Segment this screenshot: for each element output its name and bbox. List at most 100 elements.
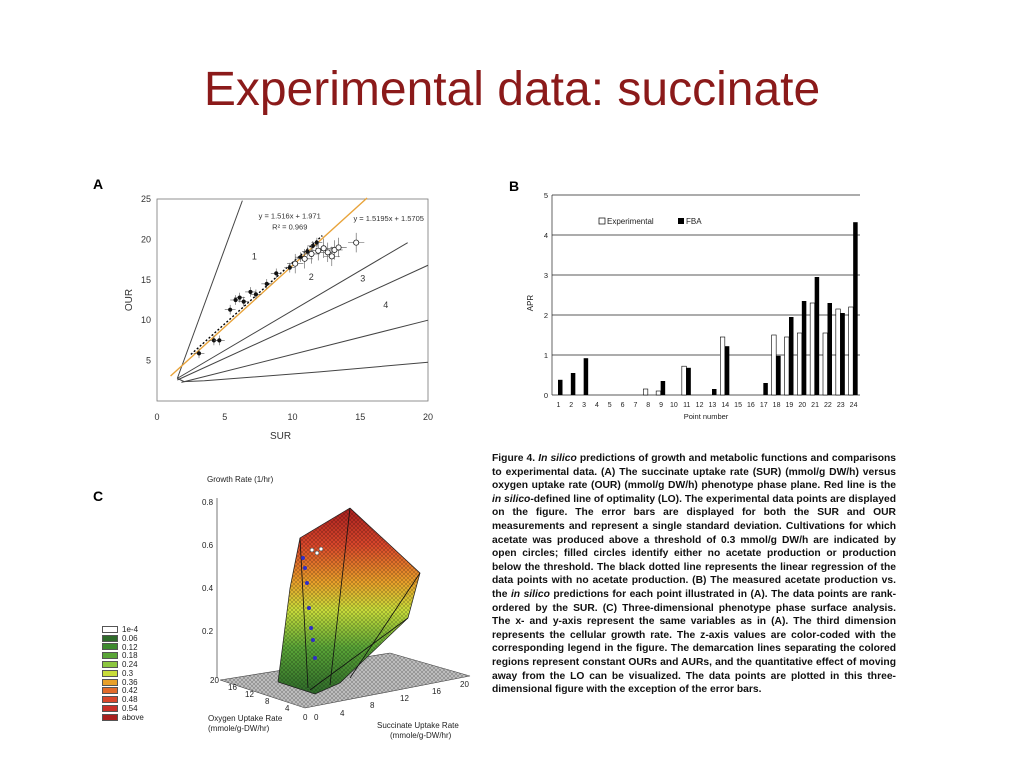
x-tick-label: 16 xyxy=(747,402,755,409)
demarcation-line xyxy=(177,264,429,381)
bar-fba xyxy=(712,389,717,395)
legend-label: 0.42 xyxy=(122,686,138,696)
legend-row: 0.24 xyxy=(102,660,144,669)
bar-fba xyxy=(686,367,691,395)
demarcation-line xyxy=(329,507,351,686)
z-tick-1: 0.6 xyxy=(202,541,214,550)
legend-row: 1e-4 xyxy=(102,625,144,634)
y-tick-label: 25 xyxy=(141,194,151,204)
x-tick-label: 20 xyxy=(423,412,433,422)
bar-experimental xyxy=(848,306,854,396)
x-tick-label: 19 xyxy=(786,402,794,409)
open-data-point xyxy=(320,245,327,252)
x-tick-label: 12 xyxy=(696,402,704,409)
legend-row: 0.48 xyxy=(102,695,144,704)
x-tick-label: 5 xyxy=(608,402,612,409)
oxygen-tick-4: 4 xyxy=(285,704,290,713)
legend-swatch xyxy=(102,661,118,669)
data-point xyxy=(309,626,313,630)
x-tick-label: 23 xyxy=(837,402,845,409)
legend-swatch xyxy=(102,634,118,642)
y-tick-label: 4 xyxy=(544,231,548,240)
x-tick-label: 15 xyxy=(355,412,365,422)
legend-label-experimental: Experimental xyxy=(607,217,654,226)
oxygen-tick-1: 16 xyxy=(228,683,237,692)
legend-swatch xyxy=(102,652,118,660)
legend-swatch xyxy=(102,713,118,721)
open-data-point xyxy=(353,239,360,246)
filled-data-point xyxy=(314,240,319,245)
y-tick-label: 1 xyxy=(544,351,548,360)
caption-in-silico: In silico xyxy=(538,453,577,464)
legend-label: 0.18 xyxy=(122,651,138,661)
legend-swatch xyxy=(102,643,118,651)
x-tick-label: 8 xyxy=(646,402,650,409)
filled-data-point xyxy=(310,243,315,248)
bar-experimental xyxy=(771,334,777,396)
succinate-tick-0: 0 xyxy=(314,713,319,722)
x-tick-label: 10 xyxy=(287,412,297,422)
filled-data-point xyxy=(287,265,292,270)
y-axis-label: OUR xyxy=(124,289,135,311)
x-tick-label: 2 xyxy=(569,402,573,409)
slide-title: Experimental data: succinate xyxy=(203,63,821,116)
filled-data-point xyxy=(305,249,310,254)
panel-c-label: C xyxy=(93,488,104,504)
succinate-tick-4: 16 xyxy=(432,687,441,696)
legend-label: 0.48 xyxy=(122,695,138,705)
bar-fba xyxy=(570,373,576,395)
y-tick-label: 15 xyxy=(141,275,151,285)
filled-data-point xyxy=(274,271,279,276)
bar-experimental xyxy=(655,390,661,396)
caption-in-silico-2: in silico xyxy=(492,493,531,505)
y-tick-label: 3 xyxy=(544,271,548,280)
legend-row: 0.36 xyxy=(102,678,144,687)
data-point-open xyxy=(309,547,315,553)
legend-row: above xyxy=(102,713,144,722)
demarcation-line xyxy=(309,617,409,691)
x-tick-label: 6 xyxy=(621,402,625,409)
bar-experimental xyxy=(809,302,815,396)
y-tick-label: 10 xyxy=(141,315,151,325)
data-point xyxy=(311,638,315,642)
bar-experimental xyxy=(681,365,687,396)
plot-area xyxy=(156,198,429,402)
filled-data-point xyxy=(253,292,259,297)
succinate-tick-5: 20 xyxy=(460,680,469,689)
x-tick-label: 3 xyxy=(582,402,586,409)
bar-fba xyxy=(583,358,589,395)
y-tick-label: 0 xyxy=(544,391,548,400)
bar-fba xyxy=(763,383,768,395)
oxygen-axis-label: Oxygen Uptake Rate xyxy=(208,714,283,723)
open-data-point xyxy=(328,253,335,260)
filled-data-point xyxy=(264,281,269,286)
caption-part-3: predictions for each point illustrated i… xyxy=(492,588,897,696)
data-point xyxy=(305,581,309,585)
succinate-tick-2: 8 xyxy=(370,701,375,710)
panel-a-scatter-chart: 0 5 10 15 20 5 10 15 20 25 SUR OUR y = 1.516x + 1.97… xyxy=(124,194,433,442)
x-tick-label: 17 xyxy=(760,402,768,409)
caption-part-1: predictions of growth and metabolic func… xyxy=(492,453,897,492)
oxygen-tick-0: 20 xyxy=(210,676,219,685)
caption-fig-label: Figure 4. xyxy=(492,453,536,464)
legend-label: 0.24 xyxy=(122,660,138,670)
filled-data-point xyxy=(298,255,303,260)
demarcation-line xyxy=(176,200,243,379)
bar-experimental xyxy=(797,332,803,396)
x-tick-label: 9 xyxy=(659,402,663,409)
bar-fba xyxy=(776,355,781,395)
panel-c-color-legend: 1e-4 0.06 0.12 0.18 0.24 0.3 0.36 0.42 0.48 0.54 a… xyxy=(102,625,144,722)
legend-label-fba: FBA xyxy=(686,217,702,226)
legend-row: 0.06 xyxy=(102,634,144,643)
bar-experimental xyxy=(822,332,828,396)
filled-data-point xyxy=(248,289,253,295)
open-data-point xyxy=(335,244,342,251)
x-axis-label: Point number xyxy=(684,412,729,421)
x-tick-label: 20 xyxy=(798,402,806,409)
z-tick-3: 0.2 xyxy=(202,627,214,636)
region-label: 3 xyxy=(360,273,365,283)
succinate-tick-3: 12 xyxy=(400,694,409,703)
base-plane-grid xyxy=(220,653,470,708)
data-point-open xyxy=(314,550,320,556)
